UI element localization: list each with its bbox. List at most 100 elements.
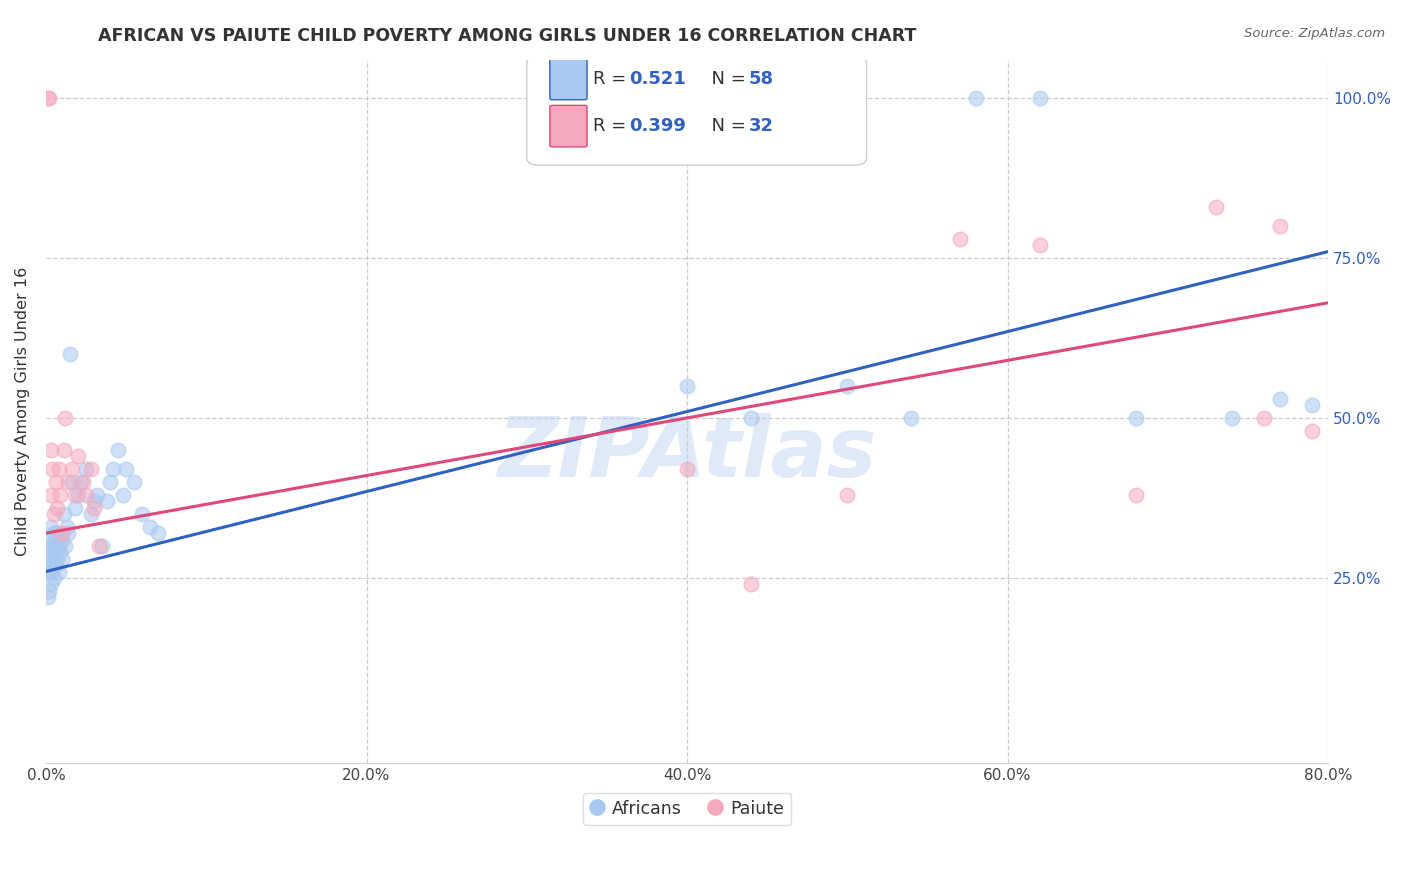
Point xyxy=(45,558,67,573)
Point xyxy=(63,488,86,502)
Text: R =: R = xyxy=(593,70,638,88)
Point xyxy=(42,526,65,541)
Point xyxy=(66,488,89,502)
Point xyxy=(51,526,73,541)
Text: 0.399: 0.399 xyxy=(630,118,686,136)
Point xyxy=(39,577,62,591)
Point xyxy=(51,551,73,566)
Point xyxy=(80,507,103,521)
Point xyxy=(1268,219,1291,233)
Point xyxy=(83,500,105,515)
Point xyxy=(45,539,67,553)
Point xyxy=(1220,411,1243,425)
Point xyxy=(42,545,65,559)
Point xyxy=(41,462,63,476)
Point xyxy=(52,507,75,521)
Point xyxy=(1205,200,1227,214)
FancyBboxPatch shape xyxy=(550,105,588,147)
Point xyxy=(965,91,987,105)
Point xyxy=(96,494,118,508)
Point xyxy=(72,475,94,489)
Point xyxy=(122,475,145,489)
Point xyxy=(58,526,80,541)
Text: 58: 58 xyxy=(748,70,773,88)
Point xyxy=(38,583,60,598)
Point xyxy=(38,91,60,105)
Point xyxy=(948,232,970,246)
Point xyxy=(38,539,60,553)
Point xyxy=(111,488,134,502)
Point xyxy=(1028,91,1050,105)
Point xyxy=(37,91,59,105)
Point xyxy=(48,539,70,553)
Text: ZIPAtlas: ZIPAtlas xyxy=(498,413,877,494)
Point xyxy=(39,533,62,547)
Legend: Africans, Paiute: Africans, Paiute xyxy=(582,792,792,825)
Point xyxy=(103,462,125,476)
Point xyxy=(42,571,65,585)
Point xyxy=(1301,398,1323,412)
Text: 32: 32 xyxy=(748,118,773,136)
Point xyxy=(837,379,859,393)
Point xyxy=(1125,488,1147,502)
Point xyxy=(52,442,75,457)
Point xyxy=(49,545,72,559)
Point xyxy=(53,539,76,553)
Point xyxy=(56,519,79,533)
Point xyxy=(46,526,69,541)
Y-axis label: Child Poverty Among Girls Under 16: Child Poverty Among Girls Under 16 xyxy=(15,267,30,557)
Point xyxy=(39,488,62,502)
Point xyxy=(676,462,699,476)
Point xyxy=(39,558,62,573)
Point xyxy=(139,519,162,533)
Point xyxy=(900,411,922,425)
Text: R =: R = xyxy=(593,118,638,136)
Point xyxy=(39,519,62,533)
Text: 0.521: 0.521 xyxy=(630,70,686,88)
Point xyxy=(37,590,59,604)
Point xyxy=(39,442,62,457)
Text: Source: ZipAtlas.com: Source: ZipAtlas.com xyxy=(1244,27,1385,40)
Point xyxy=(60,462,83,476)
Text: N =: N = xyxy=(700,70,751,88)
Point xyxy=(75,488,97,502)
Point xyxy=(146,526,169,541)
Point xyxy=(60,475,83,489)
Text: AFRICAN VS PAIUTE CHILD POVERTY AMONG GIRLS UNDER 16 CORRELATION CHART: AFRICAN VS PAIUTE CHILD POVERTY AMONG GI… xyxy=(98,27,917,45)
Point xyxy=(46,551,69,566)
FancyBboxPatch shape xyxy=(550,58,588,100)
Point xyxy=(1301,424,1323,438)
Point xyxy=(1253,411,1275,425)
Point xyxy=(86,488,108,502)
Point xyxy=(83,494,105,508)
FancyBboxPatch shape xyxy=(527,56,866,165)
Point xyxy=(1125,411,1147,425)
Point xyxy=(98,475,121,489)
Point xyxy=(38,551,60,566)
Point xyxy=(740,577,762,591)
Point xyxy=(53,411,76,425)
Point xyxy=(49,488,72,502)
Point xyxy=(46,500,69,515)
Point xyxy=(740,411,762,425)
Point xyxy=(66,450,89,464)
Point xyxy=(63,500,86,515)
Point xyxy=(676,379,699,393)
Point xyxy=(131,507,153,521)
Point xyxy=(41,551,63,566)
Point xyxy=(1028,238,1050,252)
Point xyxy=(115,462,138,476)
Point xyxy=(80,462,103,476)
Point xyxy=(58,475,80,489)
Point xyxy=(42,507,65,521)
Point xyxy=(70,475,93,489)
Text: N =: N = xyxy=(700,118,751,136)
Point xyxy=(48,565,70,579)
Point xyxy=(41,539,63,553)
Point xyxy=(37,565,59,579)
Point xyxy=(837,488,859,502)
Point xyxy=(48,462,70,476)
Point xyxy=(75,462,97,476)
Point xyxy=(107,442,129,457)
Point xyxy=(59,347,82,361)
